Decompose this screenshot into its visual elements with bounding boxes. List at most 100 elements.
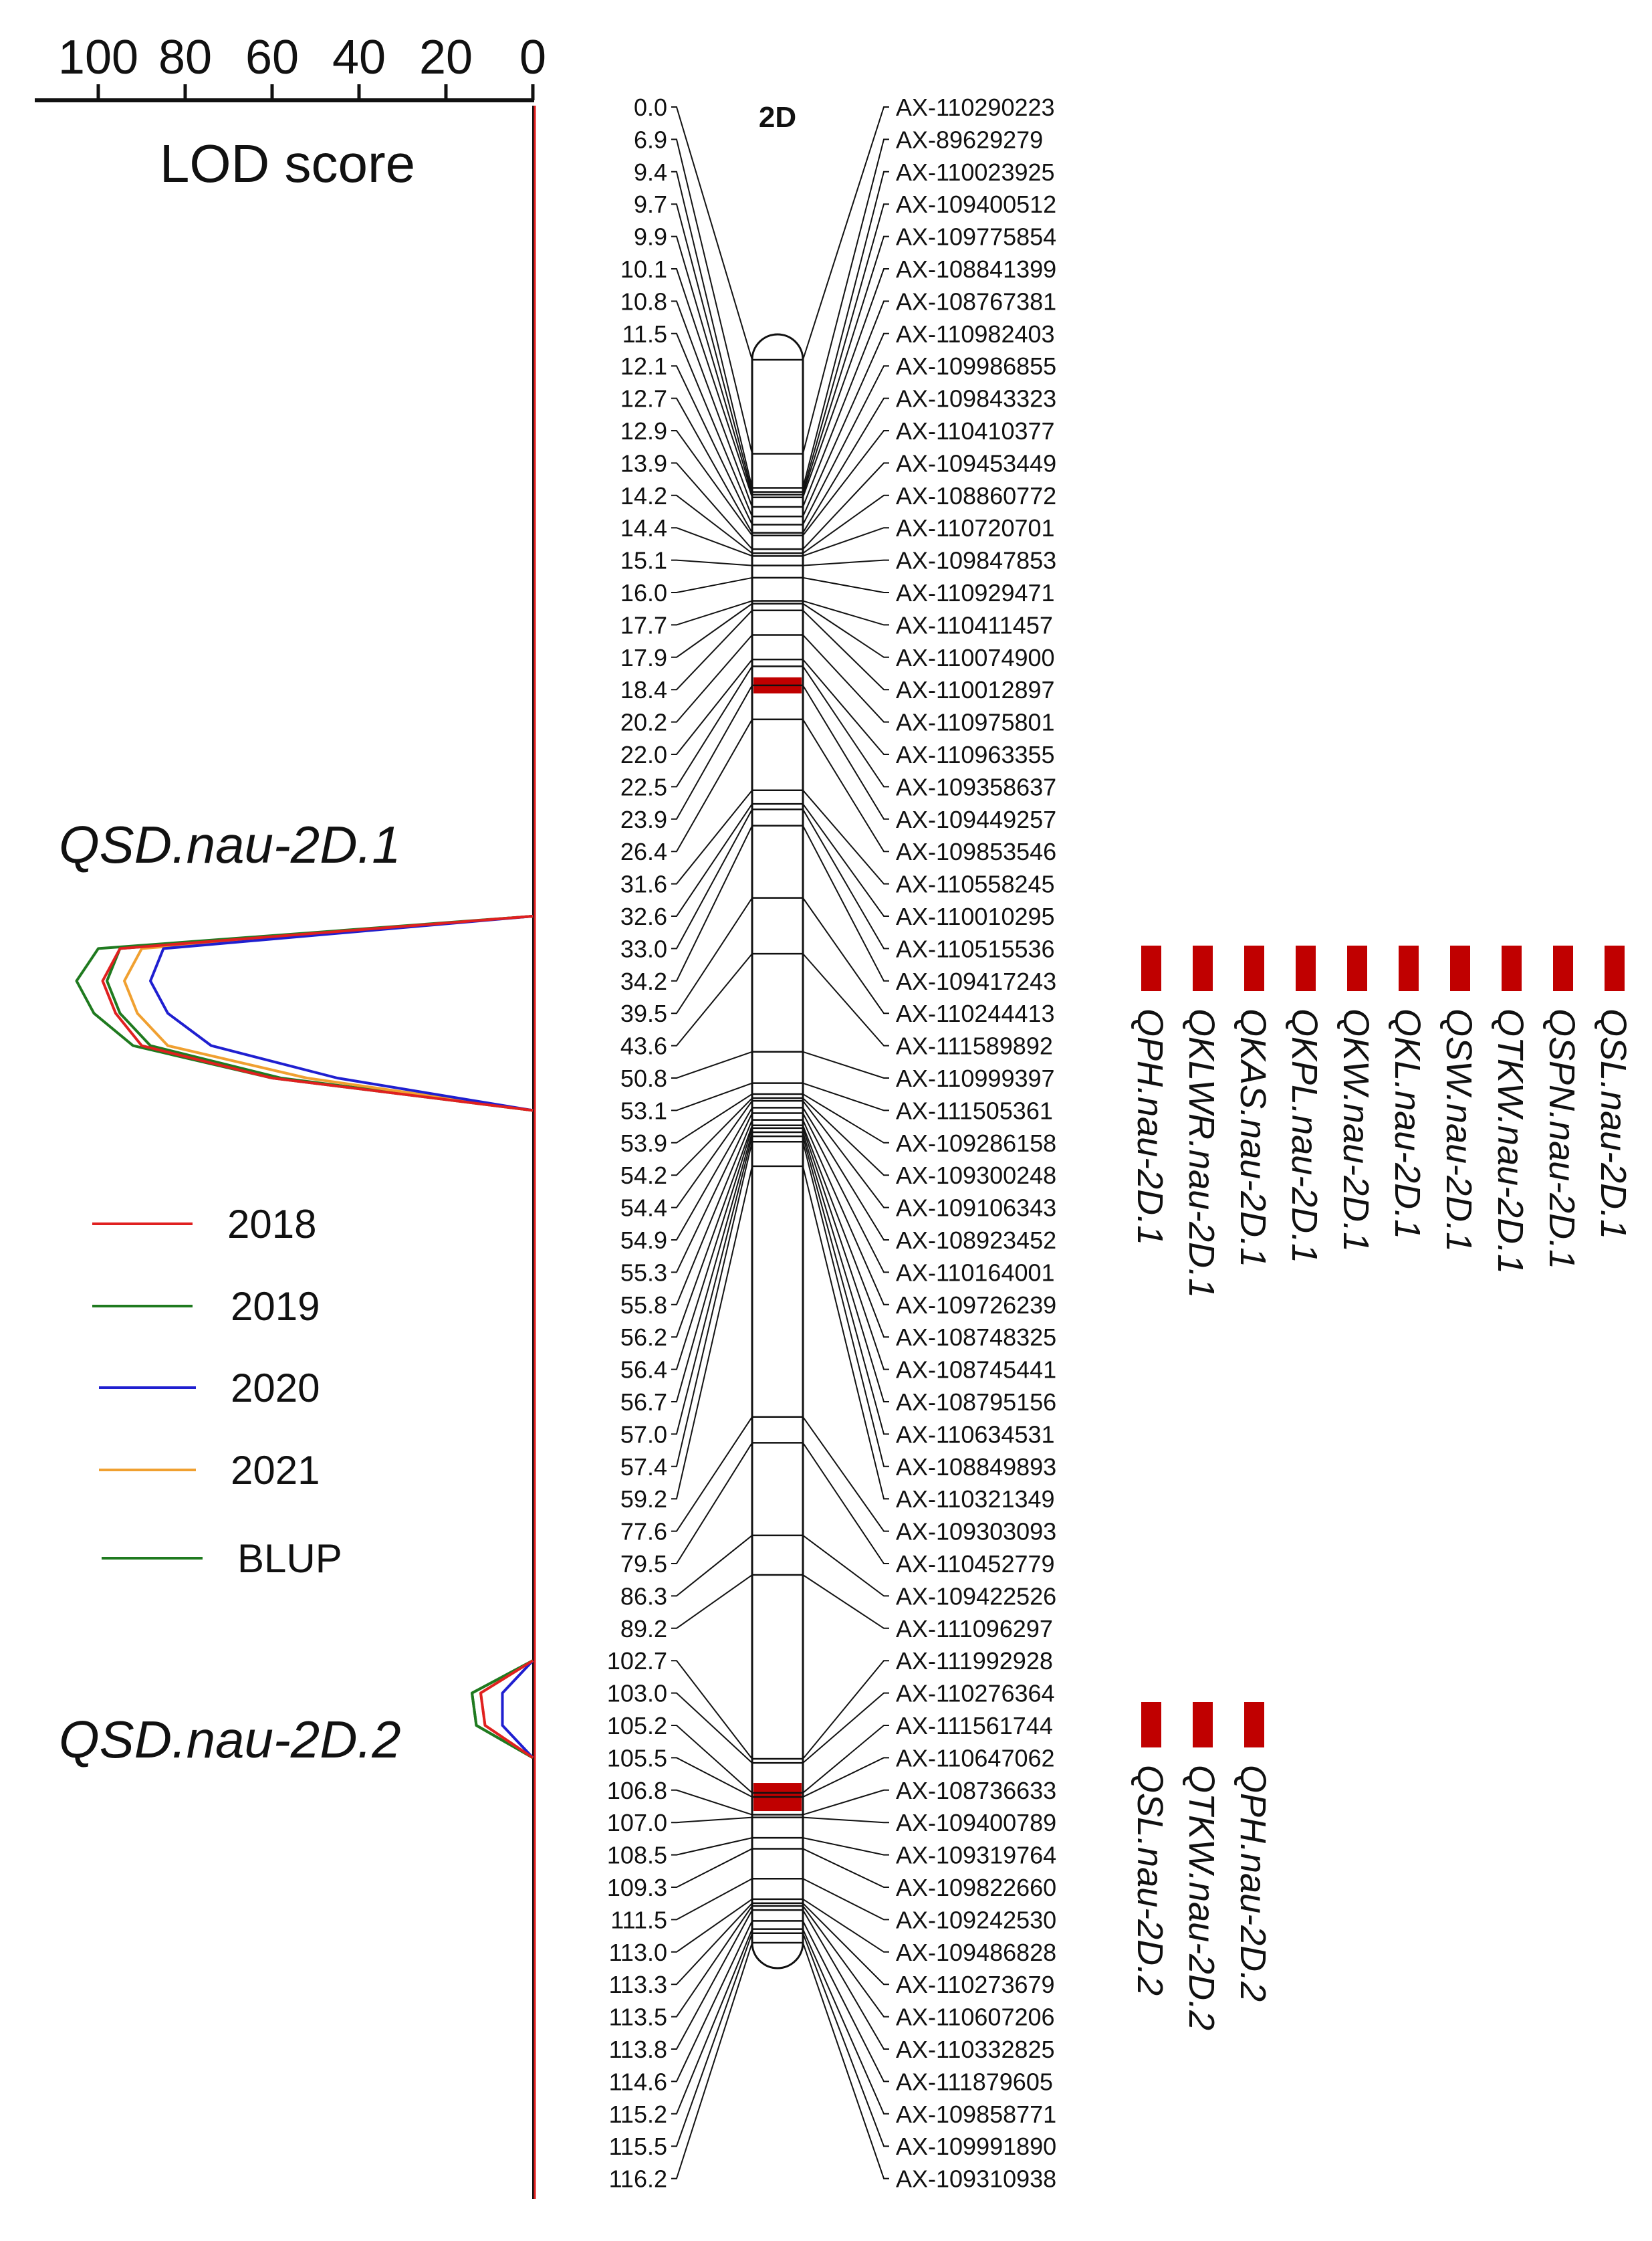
marker-label: AX-109358637 xyxy=(896,773,1056,801)
marker-connector xyxy=(802,462,889,550)
marker-label: AX-109775854 xyxy=(896,223,1056,251)
marker-connector xyxy=(802,1051,889,1079)
position-label: 10.8 xyxy=(620,288,667,315)
marker-labels: 0.0 AX-110290223 6.9 AX-89629279 9.4 AX-11002… xyxy=(607,94,1056,2193)
legend-label-blup: BLUP xyxy=(237,1536,342,1581)
position-connector xyxy=(671,1660,753,1759)
marker-label: AX-108841399 xyxy=(896,255,1056,283)
marker-label: AX-110074900 xyxy=(896,644,1055,671)
marker-label: AX-110982403 xyxy=(896,320,1055,348)
marker-label: AX-111992928 xyxy=(896,1647,1053,1675)
marker-connector xyxy=(802,171,889,488)
marker-label: AX-110273679 xyxy=(896,1971,1055,1998)
qsd-peak-label: QSD.nau-2D.1 xyxy=(59,815,401,874)
position-label: 54.9 xyxy=(620,1226,667,1254)
marker-label: AX-111589892 xyxy=(896,1033,1053,1060)
position-label: 53.9 xyxy=(620,1130,667,1157)
marker-connector xyxy=(802,268,889,498)
position-label: 79.5 xyxy=(620,1550,667,1578)
marker-connector xyxy=(802,1905,889,2018)
position-label: 56.4 xyxy=(620,1356,667,1384)
lod-tick-label: 20 xyxy=(419,31,473,84)
position-connector xyxy=(671,1107,753,1241)
legend-label-2018: 2018 xyxy=(227,1202,316,1247)
marker-connector xyxy=(802,559,889,566)
position-connector xyxy=(671,1097,753,1176)
marker-connector xyxy=(802,397,889,534)
qtl-marker-box xyxy=(1399,946,1419,991)
marker-label: AX-111879605 xyxy=(896,2068,1053,2095)
position-connector xyxy=(671,235,753,495)
position-connector xyxy=(671,1051,753,1079)
position-connector xyxy=(671,106,753,360)
marker-label: AX-110244413 xyxy=(896,1000,1055,1027)
position-label: 57.4 xyxy=(620,1453,667,1481)
legend-label-2019: 2019 xyxy=(231,1284,320,1329)
position-connector xyxy=(671,719,753,853)
marker-connector xyxy=(802,1920,889,2083)
position-connector xyxy=(671,1574,753,1629)
position-connector xyxy=(671,825,753,982)
marker-connector xyxy=(802,1574,889,1629)
position-label: 115.5 xyxy=(609,2133,667,2160)
marker-connector xyxy=(802,1141,889,1467)
position-label: 102.7 xyxy=(607,1647,667,1675)
marker-connector xyxy=(802,825,889,982)
marker-connector xyxy=(802,1898,889,1953)
qtl-label: QTKW.nau-2D.2 xyxy=(1181,1765,1221,2030)
marker-label: AX-109400789 xyxy=(896,1809,1056,1836)
marker-connector xyxy=(802,1100,889,1208)
position-label: 20.2 xyxy=(620,709,667,736)
position-connector xyxy=(671,138,753,454)
qtl-marker-box xyxy=(1450,946,1470,991)
marker-connector xyxy=(802,1757,889,1798)
marker-label: AX-108795156 xyxy=(896,1388,1056,1416)
marker-label: AX-109286158 xyxy=(896,1130,1056,1157)
marker-connector xyxy=(802,203,889,492)
marker-label: AX-109858771 xyxy=(896,2101,1056,2128)
position-label: 59.2 xyxy=(620,1485,667,1513)
position-connector xyxy=(671,1100,753,1208)
position-connector xyxy=(671,430,753,536)
position-connector xyxy=(671,1119,753,1305)
marker-connector xyxy=(802,600,889,626)
chromosome-body xyxy=(751,333,804,1969)
marker-label: AX-109449257 xyxy=(896,806,1056,833)
position-label: 113.0 xyxy=(609,1939,667,1966)
lod-curve-2021 xyxy=(123,915,534,1112)
position-connector xyxy=(671,610,753,691)
position-connector xyxy=(671,600,753,626)
marker-connector xyxy=(802,1119,889,1305)
lod-tick-label: 0 xyxy=(519,31,546,84)
marker-label: AX-110411457 xyxy=(896,611,1053,639)
lod-axis: 100 80 60 40 20 0 LOD score xyxy=(35,31,546,193)
qtl-label: QSL.nau-2D.1 xyxy=(1593,1008,1633,1239)
lod-curve-2019 xyxy=(471,1659,534,1759)
lod-curves: QSD.nau-2D.1 QSD.nau-2D.2 xyxy=(59,106,536,2199)
position-connector xyxy=(671,171,753,488)
position-label: 55.8 xyxy=(620,1291,667,1319)
marker-label: AX-109486828 xyxy=(896,1939,1056,1966)
marker-label: AX-110647062 xyxy=(896,1744,1055,1772)
position-connector xyxy=(671,1905,753,2018)
marker-label: AX-109843323 xyxy=(896,385,1056,413)
position-connector xyxy=(671,462,753,550)
marker-connector xyxy=(802,1660,889,1759)
qtl-marker-box xyxy=(1605,946,1625,991)
position-label: 12.7 xyxy=(620,385,667,413)
marker-label: AX-109726239 xyxy=(896,1291,1056,1319)
position-connector xyxy=(671,1166,753,1500)
position-label: 107.0 xyxy=(607,1809,667,1836)
marker-label: AX-108748325 xyxy=(896,1323,1056,1351)
position-connector xyxy=(671,494,753,554)
position-connector xyxy=(671,665,753,788)
position-connector xyxy=(671,809,753,950)
marker-label: AX-109417243 xyxy=(896,968,1056,995)
position-label: 32.6 xyxy=(620,903,667,930)
marker-label: AX-108849893 xyxy=(896,1453,1056,1481)
marker-connector xyxy=(802,610,889,691)
marker-connector xyxy=(802,1442,889,1564)
marker-connector xyxy=(802,1848,889,1888)
marker-connector xyxy=(802,106,889,360)
